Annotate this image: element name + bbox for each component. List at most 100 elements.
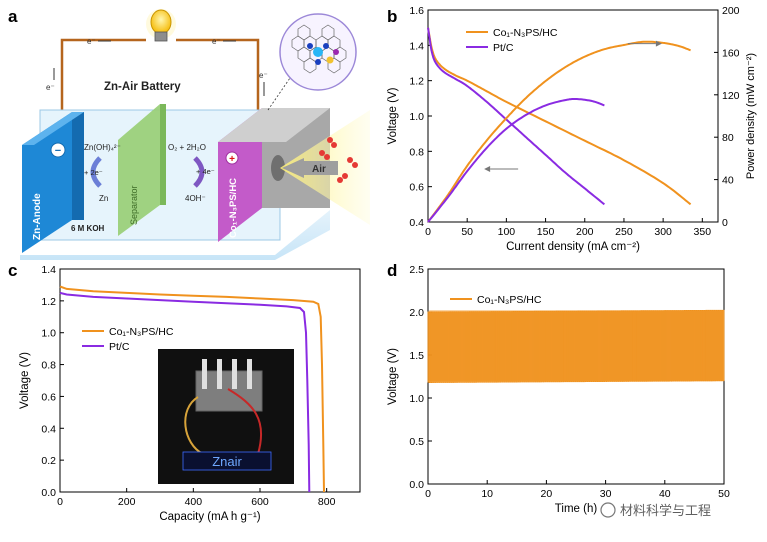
arrow-left-head xyxy=(484,166,491,172)
y-tick-label: 0.4 xyxy=(41,423,56,435)
air-arrow-body xyxy=(304,161,338,175)
y2-tick-label: 40 xyxy=(722,175,734,187)
x-axis-label: Time (h) xyxy=(555,503,598,515)
electrode-post xyxy=(247,359,252,389)
oxygen-molecules-icon xyxy=(319,137,358,183)
panel-letter-d: d xyxy=(387,261,397,280)
y-tick-label: 1.5 xyxy=(409,350,424,362)
wire-red xyxy=(227,388,263,455)
power-curve xyxy=(427,98,605,223)
x-tick-label: 20 xyxy=(541,488,553,500)
y-tick-label: 1.0 xyxy=(41,328,56,340)
electrolyte-floor xyxy=(20,210,330,260)
wechat-icon xyxy=(600,502,616,518)
y-tick-label: 2.0 xyxy=(409,307,424,319)
y-axis-label: Voltage (V) xyxy=(387,348,399,405)
x-tick-label: 250 xyxy=(615,226,633,238)
x-tick-label: 350 xyxy=(694,226,712,238)
anode-electrons: + 2e⁻ xyxy=(84,168,103,177)
discharge-curve xyxy=(59,285,325,493)
separator: Separator xyxy=(118,104,166,236)
power-curve xyxy=(427,40,691,223)
y-tick-label: 0.6 xyxy=(41,391,56,403)
y-tick-label: 1.2 xyxy=(409,76,424,88)
anode-label: Zn-Anode xyxy=(32,193,43,240)
y2-tick-label: 80 xyxy=(722,132,734,144)
y-tick-label: 0.0 xyxy=(409,479,424,491)
watermark: 材料科学与工程 xyxy=(600,502,711,518)
y-tick-label: 1.0 xyxy=(409,111,424,123)
cathode-label: Co₁-N₃PS/HC xyxy=(228,178,239,238)
electrode-post xyxy=(232,359,237,389)
x-tick-label: 400 xyxy=(185,496,203,508)
x-tick-label: 600 xyxy=(251,496,269,508)
y-tick-label: 0.2 xyxy=(41,455,56,467)
y-tick-label: 0.8 xyxy=(409,146,424,158)
air-arrow xyxy=(282,158,304,178)
x-axis-label: Current density (mA cm⁻²) xyxy=(506,241,640,253)
x-tick-label: 10 xyxy=(481,488,493,500)
chart-b: b 0 50 100 150 200 250 300 350 0.4 0.6 0.8 1.0 1.2 1.… xyxy=(387,5,757,253)
cathode-reaction-arrow xyxy=(193,156,205,188)
chart-d: d 0 10 20 30 40 50 0.0 0.5 1.0 1.5 2.0 2.5 Time (h) V… xyxy=(387,261,730,515)
lightbulb-icon xyxy=(146,9,176,42)
chart-c: c 0 200 400 600 800 0.0 0.2 0.4 0.6 0.8 1.0 1.2 1.4 C… xyxy=(8,261,361,523)
anode-sign: − xyxy=(55,145,61,157)
y2-tick-label: 160 xyxy=(722,47,740,59)
y2-tick-label: 0 xyxy=(722,217,728,229)
legend-label: Co₁-N₃PS/HC xyxy=(477,294,542,306)
x-tick-label: 0 xyxy=(57,496,63,508)
y2-tick-label: 120 xyxy=(722,90,740,102)
electron-label-1: e⁻ xyxy=(87,37,96,46)
panel-letter-c: c xyxy=(8,261,17,280)
x-tick-label: 30 xyxy=(600,488,612,500)
x-tick-label: 100 xyxy=(498,226,516,238)
y-tick-label: 1.0 xyxy=(409,393,424,405)
electrolyte-label: 6 M KOH xyxy=(71,224,105,233)
led-display xyxy=(182,451,272,471)
arrow-right-head xyxy=(655,40,662,47)
battery-title: Zn-Air Battery xyxy=(104,81,181,93)
x-tick-label: 300 xyxy=(654,226,672,238)
zn-label: Zn xyxy=(99,194,108,203)
cycling-band xyxy=(429,310,723,381)
electron-label-3: e⁻ xyxy=(46,83,55,92)
zincate-label: Zn(OH)₄²⁻ xyxy=(84,143,121,152)
wire-right xyxy=(176,38,260,112)
panel-a: a e⁻ e⁻ e⁻ e⁻ Zn-Air Battery − Zn xyxy=(8,7,370,260)
x-tick-label: 150 xyxy=(537,226,555,238)
electrode-post xyxy=(217,359,222,389)
discharge-curve xyxy=(59,291,311,493)
legend-label: Pt/C xyxy=(109,341,130,353)
o2-h2o-label: O₂ + 2H₂O xyxy=(168,143,206,152)
y-tick-label: 2.5 xyxy=(409,264,424,276)
x-tick-label: 0 xyxy=(425,226,431,238)
air-hole xyxy=(271,155,285,181)
panel-letter-a: a xyxy=(8,7,18,26)
legend-label: Pt/C xyxy=(493,42,514,54)
zoom-line xyxy=(267,77,291,111)
y-tick-label: 1.6 xyxy=(409,5,424,17)
x-tick-label: 50 xyxy=(461,226,473,238)
watermark-text: 材料科学与工程 xyxy=(620,503,711,518)
plot-frame xyxy=(59,268,361,493)
y-axis-label: Voltage (V) xyxy=(19,352,31,409)
cathode-electrons: + 4e⁻ xyxy=(196,167,215,176)
electron-label-2: e⁻ xyxy=(212,37,221,46)
y-tick-label: 1.4 xyxy=(41,264,56,276)
y-tick-label: 0.4 xyxy=(409,217,424,229)
electron-label-4: e⁻ xyxy=(259,71,268,80)
y-tick-label: 0.5 xyxy=(409,436,424,448)
zn-anode: − Zn-Anode xyxy=(22,112,84,253)
anode-reaction-arrow xyxy=(90,156,102,188)
x-tick-label: 200 xyxy=(118,496,136,508)
led-text: Znair xyxy=(212,454,242,469)
separator-label: Separator xyxy=(129,185,139,225)
x-tick-label: 0 xyxy=(425,488,431,500)
panel-letter-b: b xyxy=(387,7,397,26)
x-tick-label: 200 xyxy=(576,226,594,238)
y-tick-label: 0.8 xyxy=(41,360,56,372)
legend-label: Co₁-N₃PS/HC xyxy=(493,27,558,39)
y-tick-label: 0.6 xyxy=(409,182,424,194)
